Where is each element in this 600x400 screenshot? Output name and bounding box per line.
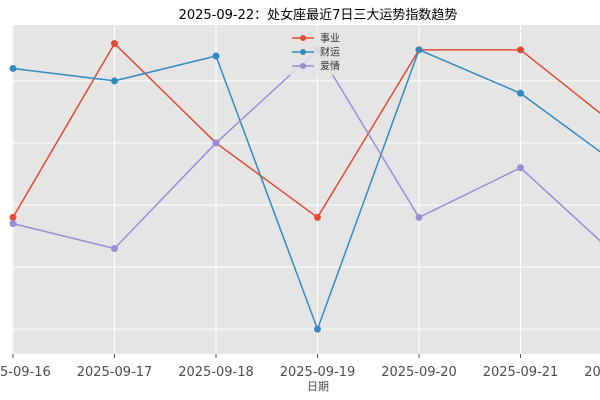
data-point	[9, 64, 17, 72]
x-axis: 2025-09-16 2025-09-17 2025-09-18 2025-09-19…	[0, 354, 600, 380]
legend-marker	[300, 35, 306, 41]
data-point	[9, 220, 17, 228]
chart-title: 2025-09-22：处女座最近7日三大运势指数趋势	[179, 7, 458, 23]
x-tick-label: 2025-09-21	[483, 365, 559, 380]
x-tick-label: 2025-09-17	[77, 365, 153, 380]
data-point	[212, 139, 220, 147]
legend-label: 财运	[320, 46, 340, 59]
data-point	[517, 89, 524, 97]
data-point	[517, 46, 524, 54]
data-point	[415, 213, 423, 221]
x-tick-label: 2025-09-16	[0, 365, 51, 380]
data-point	[111, 77, 118, 85]
data-point	[314, 213, 321, 221]
data-point	[111, 40, 118, 48]
grid	[12, 25, 600, 354]
legend-marker	[300, 63, 306, 69]
legend-label: 事业	[320, 32, 340, 45]
x-tick-label: 2025-09-20	[381, 365, 457, 380]
series-markers	[9, 40, 524, 333]
x-tick-label: 2025-09-18	[178, 365, 254, 380]
data-point	[9, 213, 17, 221]
data-point	[517, 164, 524, 172]
data-point	[415, 46, 423, 54]
legend-label: 爱情	[320, 60, 340, 73]
data-point	[111, 244, 118, 252]
data-point	[314, 325, 321, 333]
x-tick-label: 2025-09-22	[584, 365, 600, 380]
x-axis-label: 日期	[307, 380, 329, 393]
x-tick-label: 2025-09-19	[280, 365, 356, 380]
data-point	[212, 52, 220, 60]
legend-marker	[300, 49, 306, 55]
